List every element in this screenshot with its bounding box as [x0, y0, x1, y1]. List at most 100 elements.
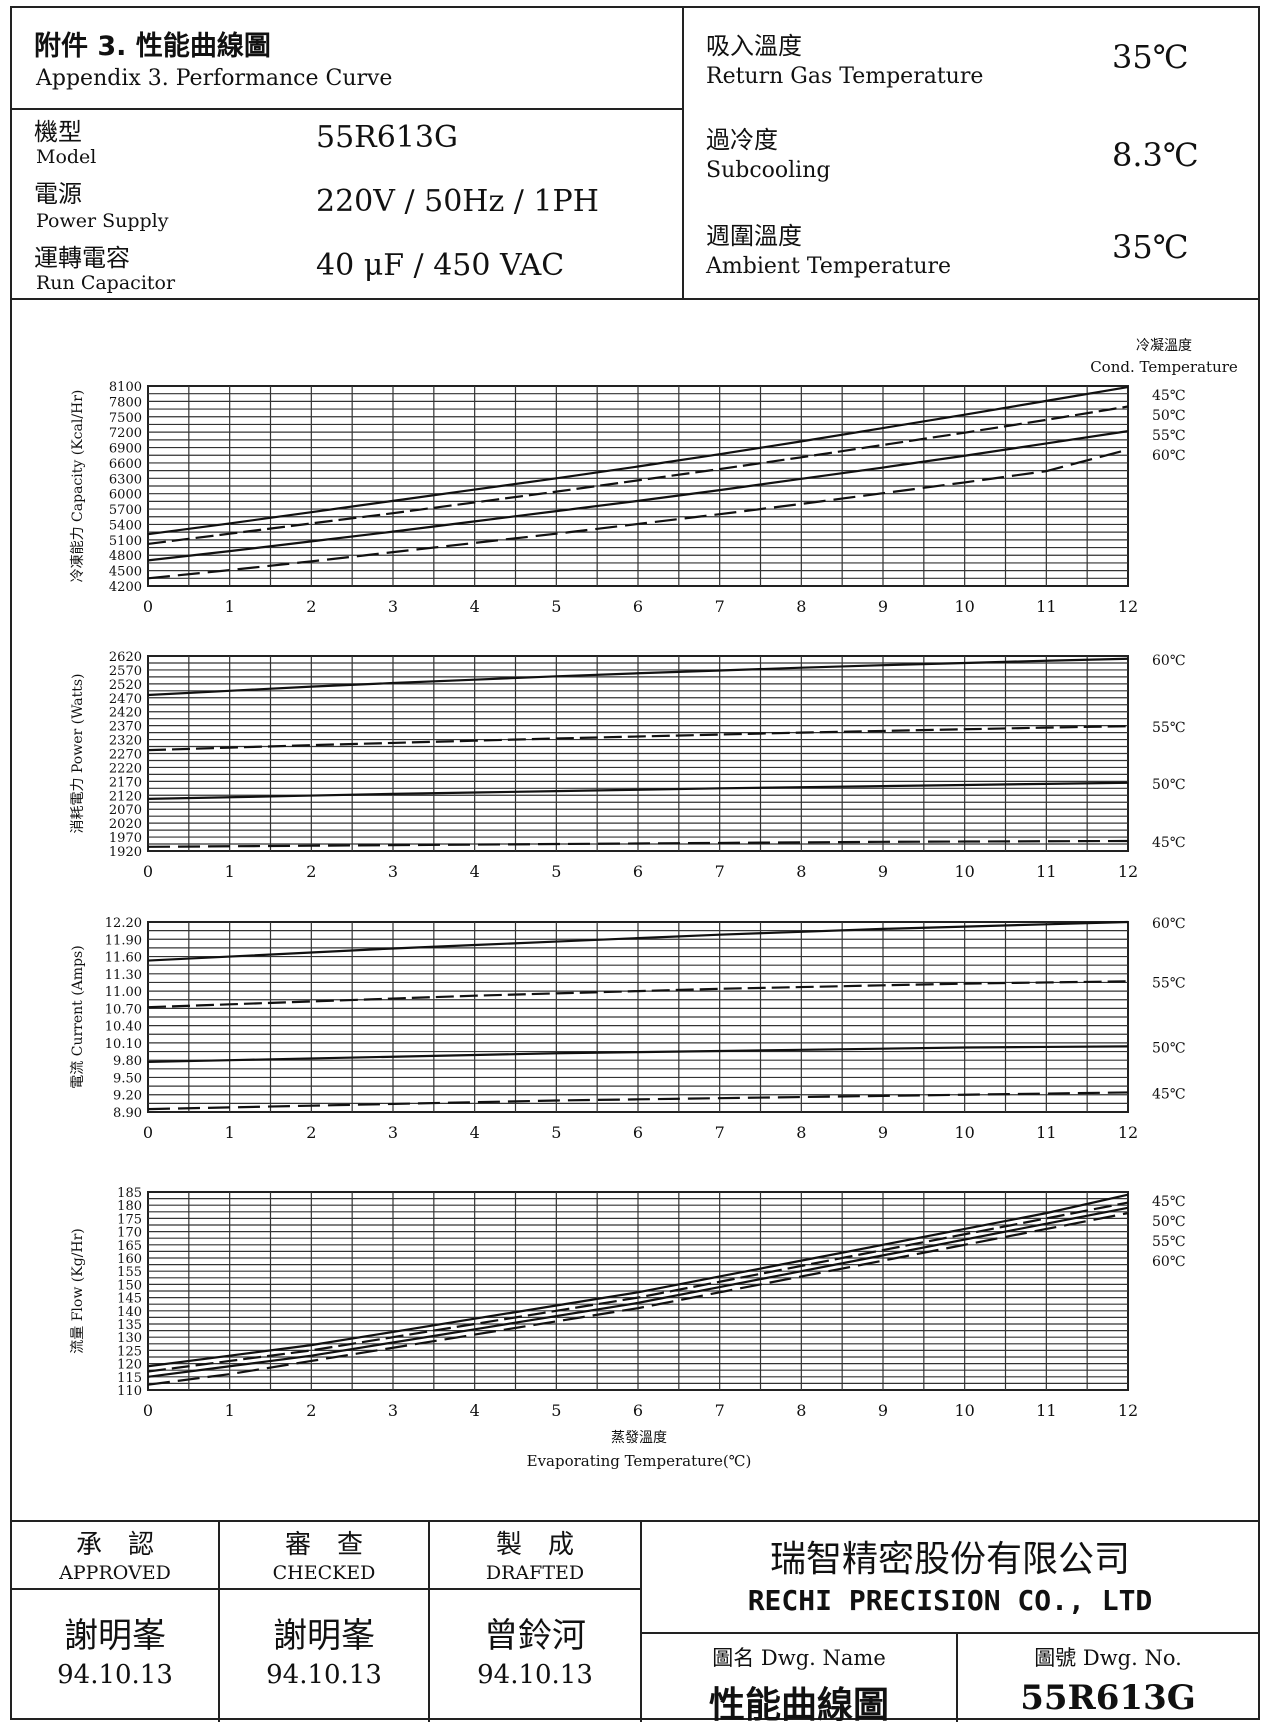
y-tick-label: 110 [117, 1384, 142, 1399]
x-tick-label: 4 [470, 1401, 480, 1420]
y-tick-label: 6000 [109, 488, 142, 503]
y-tick-label: 135 [117, 1318, 142, 1333]
y-tick-label: 10.40 [105, 1020, 142, 1035]
series-label: 50℃ [1152, 1040, 1185, 1056]
y-tick-label: 175 [117, 1212, 142, 1227]
series-line-50℃ [147, 405, 1129, 546]
series-label: 60℃ [1152, 653, 1185, 669]
power-label-cn: 電源 [34, 180, 82, 208]
drafted-cn: 製 成 [495, 1530, 574, 1560]
y-tick-label: 11.00 [105, 985, 142, 1000]
company-name-en: RECHI PRECISION CO., LTD [747, 1584, 1153, 1617]
y-tick-label: 8.90 [113, 1106, 142, 1121]
x-tick-label: 6 [633, 1401, 643, 1420]
approved-signature: 謝明峯 [64, 1616, 166, 1656]
x-tick-label: 5 [551, 597, 561, 616]
series-line-55℃ [147, 725, 1129, 752]
x-tick-label: 0 [143, 862, 153, 881]
footer-sign-divider [12, 1588, 642, 1590]
footer-col-4 [956, 1632, 958, 1722]
model-label-cn: 機型 [34, 118, 82, 146]
dwg-no: 55R613G [1020, 1678, 1196, 1718]
return-gas-cn: 吸入溫度 [706, 32, 802, 60]
checked-signature: 謝明峯 [273, 1616, 375, 1656]
power-label-en: Power Supply [36, 210, 169, 232]
y-tick-label: 4500 [109, 565, 142, 580]
y-tick-label: 150 [117, 1278, 142, 1293]
x-tick-label: 7 [715, 1401, 725, 1420]
series-line-45℃ [147, 385, 1129, 536]
x-tick-label: 10 [954, 1401, 974, 1420]
x-tick-label: 3 [388, 597, 398, 616]
x-tick-label: 12 [1118, 1401, 1138, 1420]
checked-date: 94.10.13 [266, 1660, 382, 1690]
y-tick-label: 2320 [109, 734, 142, 749]
footer-company-divider [642, 1632, 1258, 1634]
y-tick-label: 10.70 [105, 1002, 142, 1017]
x-tick-label: 10 [954, 862, 974, 881]
y-axis-title: 消耗電力 Power (Watts) [70, 673, 86, 833]
x-tick-label: 3 [388, 1123, 398, 1142]
subcool-value: 8.3℃ [1112, 136, 1199, 174]
x-axis-title-cn: 蒸發溫度 [611, 1430, 667, 1446]
y-tick-label: 2470 [109, 692, 142, 707]
approved-cn: 承 認 [75, 1530, 154, 1560]
x-tick-label: 8 [796, 1123, 806, 1142]
x-tick-label: 1 [225, 597, 235, 616]
y-tick-label: 7200 [109, 426, 142, 441]
series-label: 45℃ [1152, 1086, 1185, 1102]
y-tick-label: 2270 [109, 748, 142, 763]
y-tick-label: 2020 [109, 817, 142, 832]
series-label: 60℃ [1152, 1254, 1185, 1270]
x-tick-label: 4 [470, 597, 480, 616]
cap-value: 40 μF / 450 VAC [316, 248, 565, 283]
y-tick-label: 155 [117, 1265, 142, 1280]
y-tick-label: 160 [117, 1252, 142, 1267]
y-tick-label: 6300 [109, 472, 142, 487]
drafted-en: DRAFTED [485, 1562, 585, 1584]
return-gas-value: 35℃ [1112, 38, 1189, 76]
x-tick-label: 10 [954, 597, 974, 616]
y-axis-title: 冷凍能力 Capacity (Kcal/Hr) [70, 390, 86, 583]
x-tick-label: 8 [796, 1401, 806, 1420]
ambient-en: Ambient Temperature [706, 254, 952, 279]
y-tick-label: 1920 [109, 845, 142, 860]
legend-title-cn: 冷凝溫度 [1136, 338, 1192, 354]
series-label: 45℃ [1152, 388, 1185, 404]
series-line-55℃ [147, 980, 1129, 1009]
header-divider [12, 108, 684, 110]
x-tick-label: 9 [878, 862, 888, 881]
y-tick-label: 2520 [109, 678, 142, 693]
company-name-cn: 瑞智精密股份有限公司 [769, 1539, 1130, 1580]
x-tick-label: 6 [633, 1123, 643, 1142]
ambient-value: 35℃ [1112, 228, 1189, 266]
y-tick-label: 120 [117, 1358, 142, 1373]
y-tick-label: 8100 [109, 380, 142, 395]
cap-label-en: Run Capacitor [36, 272, 176, 294]
model-value: 55R613G [316, 120, 458, 155]
series-line-50℃ [147, 1045, 1129, 1064]
x-tick-label: 9 [878, 597, 888, 616]
x-axis-title-en: Evaporating Temperature(℃) [527, 1452, 752, 1470]
dwg-name-label: 圖名 Dwg. Name [712, 1646, 886, 1670]
y-tick-label: 5400 [109, 518, 142, 533]
x-tick-label: 1 [225, 862, 235, 881]
power-value: 220V / 50Hz / 1PH [316, 184, 599, 219]
footer-top-border [12, 1520, 1258, 1522]
y-tick-label: 10.10 [105, 1037, 142, 1052]
x-tick-label: 11 [1036, 597, 1056, 616]
y-tick-label: 7500 [109, 411, 142, 426]
series-line-50℃ [147, 1201, 1129, 1373]
x-tick-label: 12 [1118, 597, 1138, 616]
series-label: 55℃ [1152, 428, 1185, 444]
x-tick-label: 5 [551, 862, 561, 881]
approved-date: 94.10.13 [57, 1660, 173, 1690]
series-label: 55℃ [1152, 1234, 1185, 1250]
series-label: 50℃ [1152, 777, 1185, 793]
x-tick-label: 6 [633, 862, 643, 881]
series-line-60℃ [147, 920, 1129, 962]
y-tick-label: 2120 [109, 789, 142, 804]
drawing-sheet: 附件 3. 性能曲線圖 Appendix 3. Performance Curv… [10, 6, 1260, 1726]
y-tick-label: 6600 [109, 457, 142, 472]
footer-col-1 [218, 1520, 220, 1722]
